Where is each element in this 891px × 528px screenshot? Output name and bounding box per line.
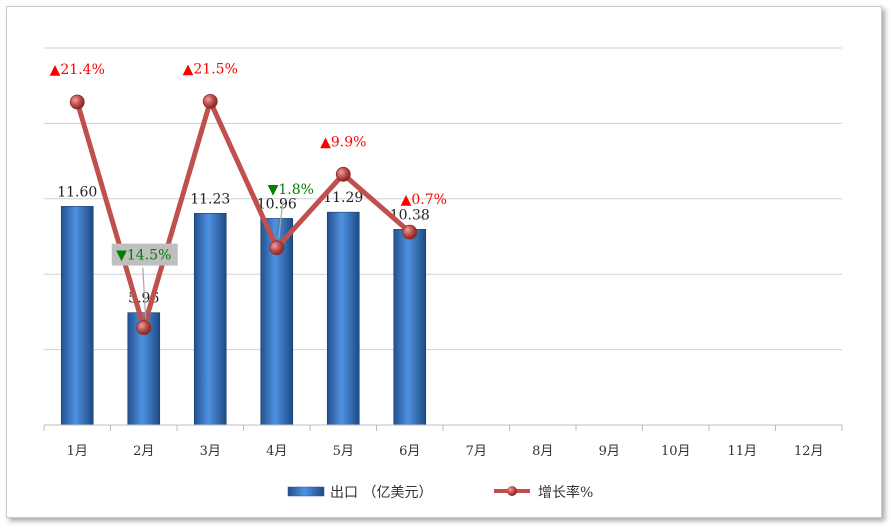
growth-label: ▲21.4% — [50, 62, 105, 78]
growth-point — [402, 224, 418, 240]
label-leader-line — [415, 211, 425, 221]
growth-labels: ▲21.4% ▼14.5% ▲21.5% ▼1.8% ▲9.9% ▲0.7% — [50, 61, 447, 319]
x-axis: 1月 2月 3月 4月 5月 6月 7月 8月 9月 10月 11月 12月 — [43, 424, 843, 459]
growth-line — [74, 98, 412, 331]
x-tick-label: 12月 — [794, 444, 824, 459]
growth-label-box — [111, 243, 178, 266]
x-tick-label: 9月 — [599, 444, 620, 459]
bar-series — [60, 206, 427, 426]
gridlines — [44, 47, 842, 351]
legend-bar-swatch — [287, 486, 325, 497]
bar — [60, 206, 94, 426]
legend-line-label: 增长率% — [538, 484, 593, 501]
x-tick-label: 2月 — [133, 444, 154, 459]
growth-point — [335, 166, 351, 182]
growth-label: ▲0.7% — [401, 192, 447, 208]
growth-label: ▲21.5% — [183, 61, 238, 77]
growth-label: ▼1.8% — [268, 182, 314, 198]
growth-point — [69, 94, 85, 110]
x-tick-label: 6月 — [399, 444, 420, 459]
x-tick-label: 1月 — [67, 444, 88, 459]
bar-value-label: 10.96 — [257, 196, 297, 212]
x-tick-label: 11月 — [727, 444, 757, 459]
line-series — [69, 94, 418, 336]
label-leader-line — [142, 267, 147, 319]
bar — [393, 229, 427, 426]
x-tick-label: 7月 — [466, 444, 487, 459]
growth-point — [136, 320, 152, 336]
bar-value-label: 11.29 — [323, 190, 363, 206]
growth-point — [202, 94, 218, 109]
bar-value-label: 10.38 — [390, 207, 430, 223]
bar-value-label: 11.23 — [190, 191, 230, 207]
legend: 出口 （亿美元） 增长率% — [287, 484, 593, 501]
label-leader-line — [278, 201, 284, 239]
growth-label: ▼14.5% — [116, 248, 171, 264]
x-tick-label: 3月 — [200, 444, 221, 459]
x-tick-label: 8月 — [532, 444, 553, 459]
legend-line-marker — [507, 486, 517, 496]
x-tick-label: 10月 — [661, 444, 691, 459]
bar-value-label: 11.60 — [57, 184, 97, 200]
bar — [326, 211, 360, 426]
legend-bar-label: 出口 （亿美元） — [330, 485, 432, 501]
x-tick-label: 4月 — [266, 444, 287, 459]
growth-label: ▲9.9% — [320, 134, 366, 150]
x-tick-label: 5月 — [333, 444, 354, 459]
growth-point — [269, 240, 285, 256]
bar — [193, 213, 227, 426]
